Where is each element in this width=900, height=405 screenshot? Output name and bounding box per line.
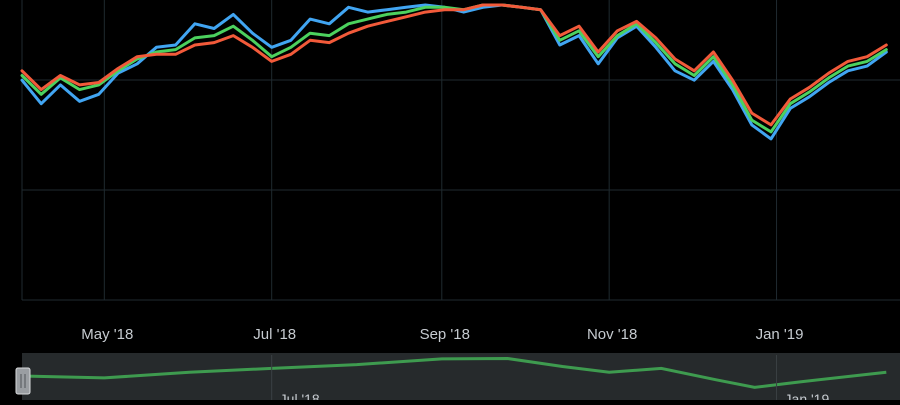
navigator-handle[interactable] bbox=[15, 367, 31, 395]
navigator-tick-label: Jan '19 bbox=[785, 391, 830, 400]
x-tick-label: Jan '19 bbox=[756, 326, 804, 343]
series-layer bbox=[20, 3, 888, 141]
x-tick-label: May '18 bbox=[81, 326, 133, 343]
x-axis: May '18 Jul '18 Sep '18 Nov '18 Jan '19 bbox=[81, 326, 803, 343]
x-tick-label: Jul '18 bbox=[253, 326, 296, 343]
x-tick-label: Nov '18 bbox=[587, 326, 637, 343]
navigator-background bbox=[22, 353, 900, 400]
series-line bbox=[20, 3, 888, 127]
navigator-line bbox=[21, 356, 887, 389]
x-tick-label: Sep '18 bbox=[420, 326, 470, 343]
series-3 bbox=[20, 3, 888, 127]
navigator[interactable]: Jul '18 Jan '19 bbox=[15, 353, 900, 405]
navigator-tick-label: Jul '18 bbox=[280, 391, 320, 400]
